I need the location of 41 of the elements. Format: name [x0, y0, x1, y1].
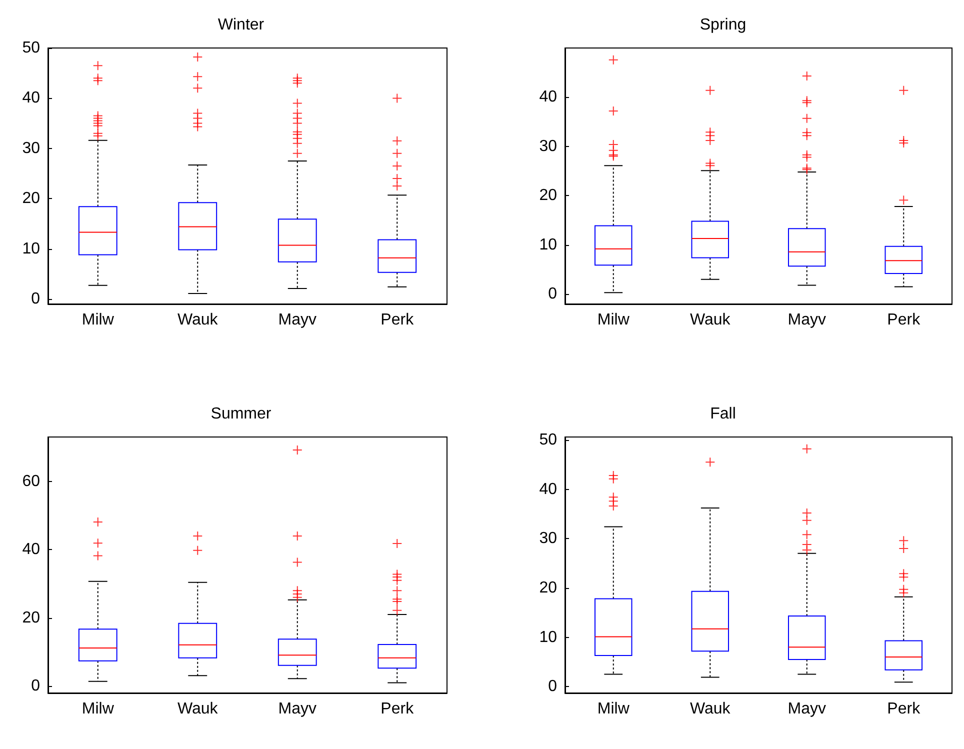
- y-tick-label: 20: [539, 187, 558, 204]
- y-tick-label: 30: [22, 140, 40, 157]
- y-tick-label: 40: [539, 88, 558, 106]
- y-tick-label: 40: [22, 90, 40, 107]
- y-tick-label: 0: [548, 678, 558, 696]
- chart-title: Spring: [700, 16, 746, 34]
- x-tick-label: Mayv: [788, 312, 826, 328]
- y-tick-label: 10: [22, 240, 40, 258]
- y-tick-label: 0: [31, 678, 40, 695]
- y-tick-label: 60: [22, 472, 40, 490]
- x-tick-label: Perk: [887, 312, 922, 328]
- y-tick-label: 50: [539, 431, 558, 448]
- x-tick-label: Milw: [597, 700, 630, 718]
- y-tick-label: 10: [539, 236, 558, 254]
- chart-title: Winter: [218, 16, 265, 34]
- x-tick-label: Mayv: [278, 312, 316, 328]
- y-tick-label: 20: [539, 579, 558, 596]
- y-tick-label: 0: [31, 290, 40, 308]
- x-tick-label: Perk: [887, 700, 922, 718]
- y-tick-label: 10: [539, 628, 558, 646]
- y-tick-label: 50: [22, 40, 40, 56]
- x-tick-label: Wauk: [690, 312, 732, 328]
- x-tick-label: Milw: [82, 312, 114, 328]
- x-tick-label: Perk: [380, 700, 415, 718]
- x-tick-label: Milw: [82, 700, 114, 718]
- x-tick-label: Mayv: [278, 700, 316, 718]
- x-tick-label: Mayv: [788, 700, 826, 718]
- x-tick-label: Wauk: [177, 312, 219, 328]
- y-tick-label: 0: [548, 286, 558, 303]
- chart-title: Summer: [210, 406, 272, 422]
- y-tick-label: 20: [22, 190, 40, 208]
- y-tick-label: 20: [22, 609, 40, 626]
- y-tick-label: 30: [539, 138, 558, 155]
- x-tick-label: Milw: [597, 312, 630, 328]
- y-tick-label: 40: [539, 480, 558, 498]
- chart-title: Fall: [710, 406, 736, 422]
- x-tick-label: Wauk: [177, 700, 219, 718]
- y-tick-label: 40: [22, 541, 40, 558]
- x-tick-label: Wauk: [690, 700, 732, 718]
- y-tick-label: 30: [539, 530, 558, 548]
- x-tick-label: Perk: [380, 312, 415, 328]
